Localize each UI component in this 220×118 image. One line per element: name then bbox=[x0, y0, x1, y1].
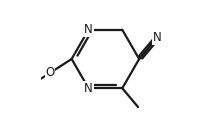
Text: N: N bbox=[152, 31, 161, 44]
Text: N: N bbox=[84, 82, 93, 95]
Text: O: O bbox=[46, 66, 55, 79]
Text: N: N bbox=[84, 23, 93, 36]
